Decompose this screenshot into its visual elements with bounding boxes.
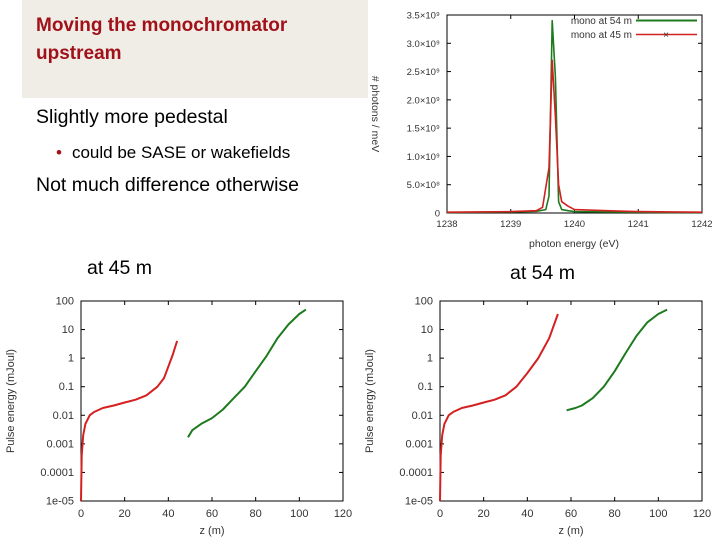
- slide-title-line2: upstream: [36, 43, 122, 64]
- spectrum-legend: mono at 54 m mono at 45 m ×: [571, 16, 697, 41]
- pe54-plot-frame: [439, 300, 703, 502]
- spectrum-ytick-label: 1.0×10⁹: [407, 152, 440, 163]
- legend-label-54m: mono at 54 m: [571, 16, 632, 27]
- pe54-xtick-label: 0: [437, 508, 443, 520]
- bullet-sase: • could be SASE or wakefields: [56, 143, 290, 163]
- pe54-xtick-label: 80: [609, 508, 621, 520]
- spectrum-ytick-label: 3.5×10⁹: [407, 11, 440, 22]
- spectrum-xtick-label: 1239: [500, 219, 521, 230]
- pe54-xtick-label: 20: [478, 508, 490, 520]
- pe45-xlabel: z (m): [199, 525, 224, 537]
- spectrum-ytick-label: 3.0×10⁹: [407, 39, 440, 50]
- pe45-series-0-line: [80, 340, 179, 502]
- spectrum-ytick-label: 0: [435, 209, 440, 220]
- spectrum-xtick-label: 1240: [564, 219, 585, 230]
- pe45-ytick-label: 0.1: [59, 381, 74, 393]
- pe54-ytick-label: 10: [421, 324, 433, 336]
- pe45-ytick-label: 0.01: [53, 410, 74, 422]
- spectrum-ytick-label: 2.0×10⁹: [407, 95, 440, 106]
- title-banner: [0, 0, 368, 98]
- pe45-xtick-label: 120: [334, 508, 352, 520]
- pe54-ytick-label: 0.01: [412, 410, 433, 422]
- pe54-ytick-label: 100: [415, 296, 433, 308]
- pe45-ytick-label: 0.0001: [40, 467, 74, 479]
- spectrum-xtick-label: 1241: [628, 219, 649, 230]
- pe54-ytick-label: 0.1: [418, 381, 433, 393]
- spectrum-ytick-label: 1.5×10⁹: [407, 124, 440, 135]
- slide-title-line1: Moving the monochromator: [36, 15, 288, 36]
- pe45-ytick-label: 1e-05: [46, 496, 74, 508]
- slide-title: Moving the monochromator upstream: [36, 12, 366, 68]
- title-accent: [0, 0, 22, 98]
- pe45-series-1-line: [187, 308, 307, 438]
- bullet-dot-icon: •: [56, 143, 62, 162]
- bullet-pedestal: Slightly more pedestal: [36, 106, 228, 128]
- pe45-ytick-label: 0.001: [46, 438, 74, 450]
- pe45-plot-frame: [80, 300, 344, 502]
- pe45-ytick-label: 100: [56, 296, 74, 308]
- pe45-xtick-label: 40: [162, 508, 174, 520]
- spectrum-series-0-line: [446, 19, 702, 214]
- pe54-series-0-line: [439, 313, 559, 502]
- pe54-ytick-label: 1e-05: [405, 496, 433, 508]
- pe54-ylabel: Pulse energy (mJoul): [364, 349, 376, 453]
- spectrum-plot-frame: [446, 14, 703, 214]
- caption-left: at 45 m: [87, 257, 153, 279]
- spectrum-ytick-label: 5.0×10⁸: [407, 180, 440, 191]
- spectrum-ytick-label: 2.5×10⁹: [407, 67, 440, 78]
- pe54-xtick-label: 100: [649, 508, 667, 520]
- pe45-ytick-label: 1: [68, 353, 74, 365]
- bullet-difference: Not much difference otherwise: [36, 174, 300, 196]
- pe54-ytick-label: 0.0001: [399, 467, 433, 479]
- pe45-xtick-label: 100: [290, 508, 308, 520]
- pe54-series-1-line: [566, 308, 668, 412]
- spectrum-xlabel: photon energy (eV): [529, 238, 619, 250]
- pe45-ytick-label: 10: [62, 324, 74, 336]
- pe45-xtick-label: 20: [119, 508, 131, 520]
- caption-right: at 54 m: [510, 262, 576, 284]
- legend-marker-45m: ×: [663, 30, 669, 41]
- bullet-sase-text: could be SASE or wakefields: [71, 143, 291, 162]
- spectrum-xtick-label: 1242: [691, 219, 712, 230]
- pe45-xtick-label: 60: [206, 508, 218, 520]
- spectrum-series-1-line: [446, 59, 703, 213]
- pe45-xtick-label: 0: [78, 508, 84, 520]
- spectrum-ylabel: # photons / meV: [369, 76, 381, 152]
- pe54-xtick-label: 60: [565, 508, 577, 520]
- pe54-ytick-label: 1: [427, 353, 433, 365]
- legend-label-45m: mono at 45 m: [571, 30, 632, 41]
- pe54-xtick-label: 120: [693, 508, 711, 520]
- pe45-xtick-label: 80: [250, 508, 262, 520]
- pe54-ytick-label: 0.001: [405, 438, 433, 450]
- spectrum-xtick-label: 1238: [436, 219, 457, 230]
- pe45-ylabel: Pulse energy (mJoul): [5, 349, 17, 453]
- pe54-xtick-label: 40: [521, 508, 533, 520]
- pe54-xlabel: z (m): [558, 525, 583, 537]
